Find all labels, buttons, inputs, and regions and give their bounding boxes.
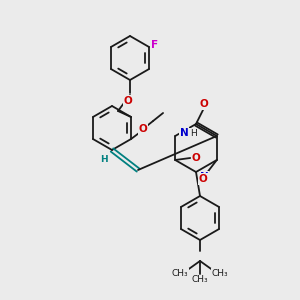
Text: O: O [198,174,207,184]
Text: CH₃: CH₃ [212,268,228,278]
Text: N: N [200,172,208,182]
Text: N: N [180,128,189,138]
Text: O: O [139,124,147,134]
Text: F: F [152,40,159,50]
Text: O: O [124,96,132,106]
Text: O: O [200,99,208,109]
Text: CH₃: CH₃ [172,268,188,278]
Text: H: H [100,155,108,164]
Text: O: O [192,153,201,163]
Text: CH₃: CH₃ [192,275,208,284]
Text: H: H [190,128,196,137]
